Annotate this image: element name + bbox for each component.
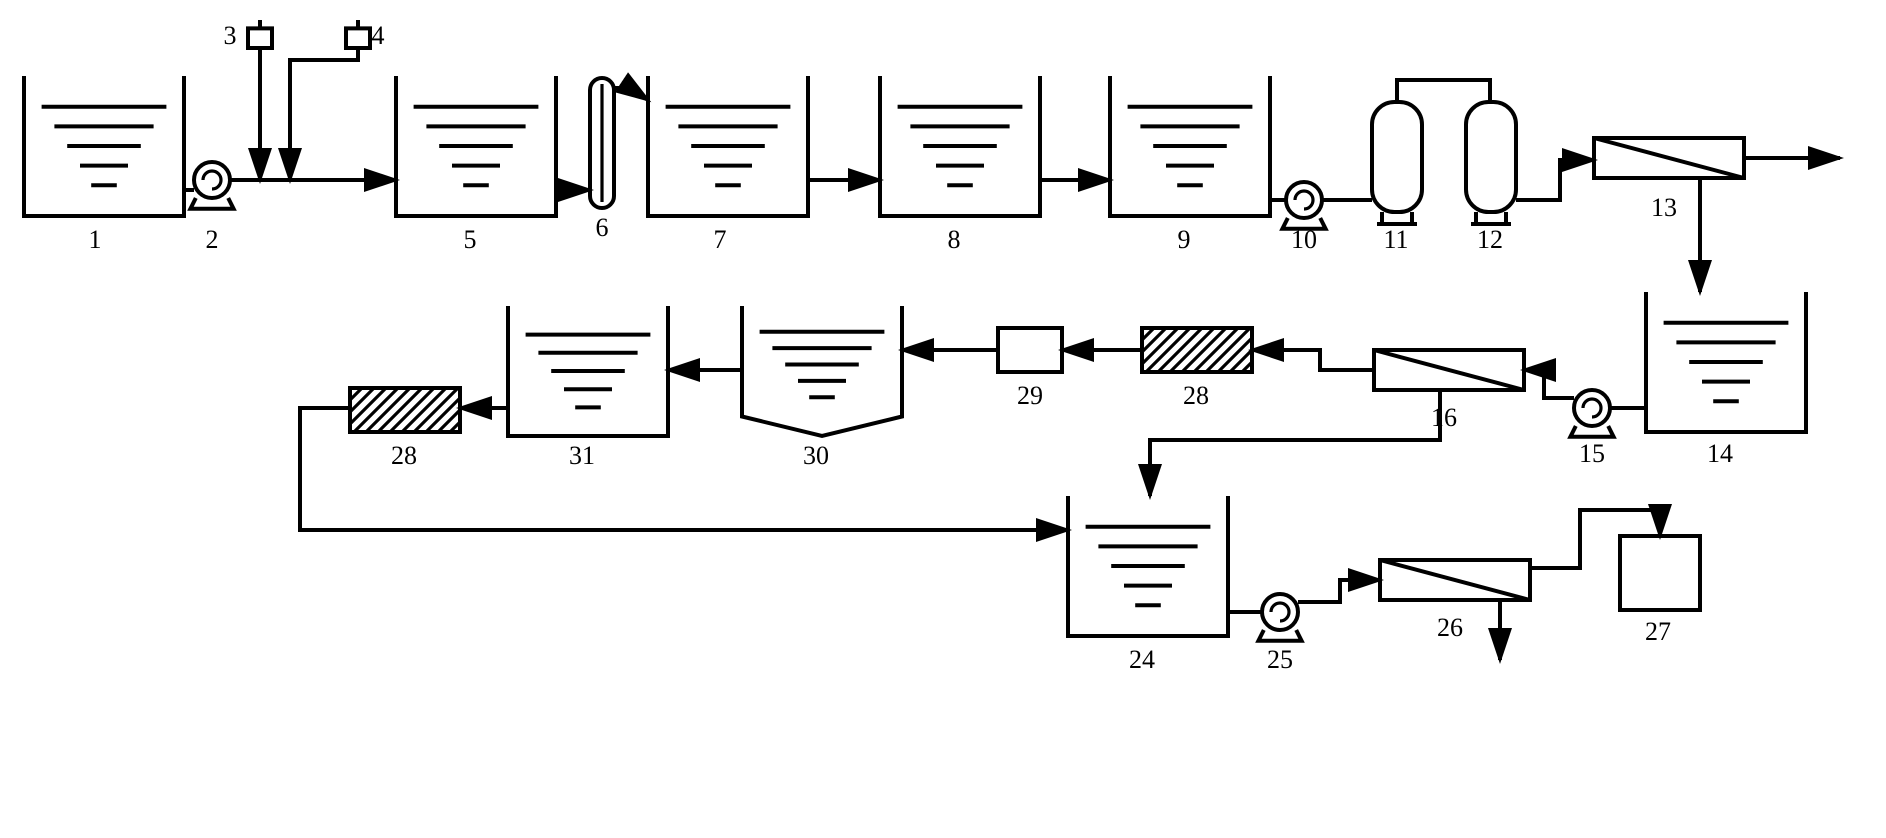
node-label: 1 [89, 225, 102, 254]
edge [1524, 370, 1574, 398]
node-label: 6 [596, 213, 609, 242]
node-label: 30 [803, 441, 829, 470]
node-label: 15 [1579, 439, 1605, 468]
node-label: 13 [1651, 193, 1677, 222]
node-label: 16 [1431, 403, 1457, 432]
node-label: 12 [1477, 225, 1503, 254]
node-label: 7 [714, 225, 727, 254]
edge [1298, 580, 1380, 602]
edge [1397, 80, 1490, 100]
node-label: 2 [206, 225, 219, 254]
node-label: 31 [569, 441, 595, 470]
node-label: 4 [372, 21, 385, 50]
edge [290, 48, 358, 180]
edge [1516, 160, 1594, 200]
node-label: 10 [1291, 225, 1317, 254]
node-label: 26 [1437, 613, 1463, 642]
node-label: 11 [1383, 225, 1408, 254]
edge [1252, 350, 1374, 370]
node-label: 27 [1645, 617, 1671, 646]
node-label: 14 [1707, 439, 1733, 468]
node-label: 5 [464, 225, 477, 254]
node-label: 29 [1017, 381, 1043, 410]
node-label: 9 [1178, 225, 1191, 254]
node-label: 3 [224, 21, 237, 50]
node-label: 8 [948, 225, 961, 254]
edge [1530, 510, 1660, 568]
node-label: 28 [1183, 381, 1209, 410]
node-label: 25 [1267, 645, 1293, 674]
node-label: 24 [1129, 645, 1155, 674]
edge [614, 88, 648, 100]
node-label: 28 [391, 441, 417, 470]
